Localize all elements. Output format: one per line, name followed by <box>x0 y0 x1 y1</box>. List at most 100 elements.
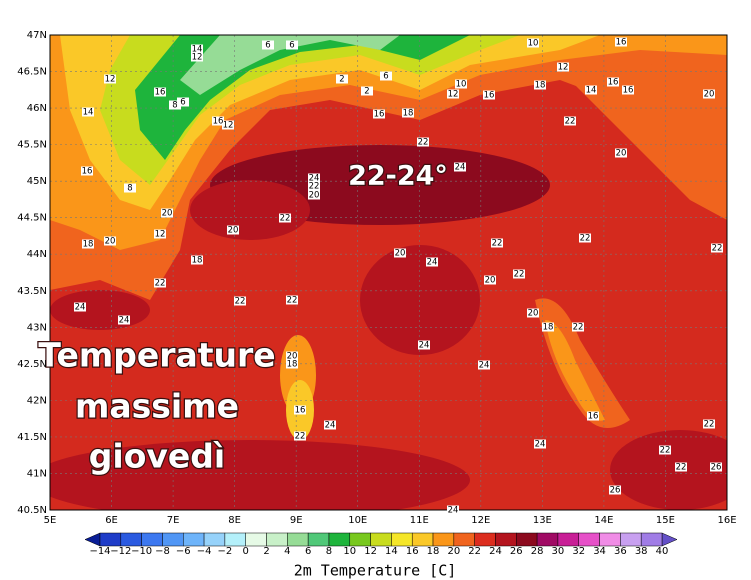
station-box <box>622 85 634 95</box>
station-box <box>104 236 116 246</box>
colorbar-under <box>84 532 101 547</box>
caption-line: Temperature <box>38 336 275 375</box>
station-label: 12 <box>223 121 234 131</box>
station-box <box>447 89 459 99</box>
station-box <box>161 208 173 218</box>
station-box <box>455 79 467 89</box>
station-box <box>124 183 136 193</box>
station-box <box>154 278 166 288</box>
station-box <box>324 420 336 430</box>
station-label: 18 <box>287 360 298 370</box>
station-label: 20 <box>228 226 239 236</box>
station-box <box>484 275 496 285</box>
station-box <box>227 225 239 235</box>
station-label: 22 <box>235 297 246 307</box>
lat-label: 44N <box>27 249 47 260</box>
colorbar-tick-label: 18 <box>427 546 440 557</box>
lon-label: 6E <box>105 515 118 526</box>
lon-label: 10E <box>348 515 367 526</box>
map-frame <box>49 34 728 511</box>
station-label: 20 <box>485 276 496 286</box>
station-box <box>454 162 466 172</box>
station-box <box>191 44 203 54</box>
lon-label: 14E <box>594 515 613 526</box>
station-box <box>447 505 459 515</box>
station-label: 16 <box>616 38 627 48</box>
station-label: 16 <box>484 91 495 101</box>
colorbar-tick-label: 10 <box>343 546 356 557</box>
colorbar: −14 −12 −10 −8 −6 −4 −2 0 2 4 6 8 10 12 14 16 18 20 22 24 26… <box>84 532 678 557</box>
colorbar-swatch <box>245 532 267 547</box>
station-box <box>294 405 306 415</box>
colorbar-tick-label: 4 <box>284 546 290 557</box>
station-label: 22 <box>712 244 723 254</box>
caption-line: massime <box>75 387 239 426</box>
colorbar-swatch <box>349 532 371 547</box>
colorbar-tick-label: 26 <box>510 546 523 557</box>
station-label: 22 <box>514 270 525 280</box>
station-label: 2 <box>364 87 369 97</box>
station-label: 20 <box>105 237 116 247</box>
station-label: 20 <box>287 352 298 362</box>
station-label: 14 <box>192 45 203 55</box>
station-label: 6 <box>180 98 185 108</box>
station-box <box>308 181 320 191</box>
station-label: 12 <box>155 230 166 240</box>
station-box <box>675 462 687 472</box>
station-box <box>222 120 234 130</box>
station-box <box>572 322 584 332</box>
station-label: 8 <box>127 184 132 194</box>
colorbar-swatch <box>203 532 226 547</box>
colorbar-swatch <box>328 532 351 547</box>
station-box <box>74 302 86 312</box>
colorbar-tick-label: 36 <box>614 546 627 557</box>
colorbar-tick-label: 30 <box>552 546 565 557</box>
station-box <box>361 86 373 96</box>
colorbar-tick-label: −4 <box>197 546 212 557</box>
station-box <box>169 100 181 110</box>
colorbar-swatch <box>516 532 538 547</box>
station-box <box>118 315 130 325</box>
lon-label: 12E <box>471 515 490 526</box>
station-box <box>527 38 539 48</box>
colorbar-tick-label: 34 <box>593 546 606 557</box>
station-box <box>564 116 576 126</box>
colorbar-tick-label: 14 <box>385 546 398 557</box>
station-box <box>585 85 597 95</box>
station-label: 16 <box>374 110 385 120</box>
lon-label: 13E <box>533 515 552 526</box>
lon-label: 8E <box>228 515 241 526</box>
colorbar-swatch <box>370 532 392 547</box>
station-box <box>703 419 715 429</box>
colorbar-swatch <box>578 532 600 547</box>
colorbar-tick-label: 20 <box>447 546 460 557</box>
colorbar-tick-label: −8 <box>155 546 170 557</box>
station-label: 20 <box>309 191 320 201</box>
station-label: 16 <box>588 412 599 422</box>
colorbar-tick-label: 40 <box>656 546 669 557</box>
station-box <box>286 295 298 305</box>
station-label: 24 <box>479 361 490 371</box>
colorbar-swatch <box>287 532 309 547</box>
station-label: 24 <box>309 174 320 184</box>
colorbar-swatch <box>307 532 330 547</box>
station-box <box>609 485 621 495</box>
station-label: 18 <box>403 109 414 119</box>
station-box <box>710 462 722 472</box>
station-box <box>234 296 246 306</box>
station-box <box>534 80 546 90</box>
lat-label: 47N <box>27 30 47 41</box>
station-label: 24 <box>448 506 459 516</box>
station-box <box>373 109 385 119</box>
station-label: 24 <box>325 421 336 431</box>
station-label: 22 <box>155 279 166 289</box>
station-label: 24 <box>427 258 438 268</box>
station-label: 22 <box>418 138 429 148</box>
station-label: 18 <box>83 240 94 250</box>
station-label: 26 <box>610 486 621 496</box>
station-box <box>534 439 546 449</box>
colorbar-swatch <box>224 532 246 547</box>
colorbar-tick-label: 8 <box>326 546 332 557</box>
